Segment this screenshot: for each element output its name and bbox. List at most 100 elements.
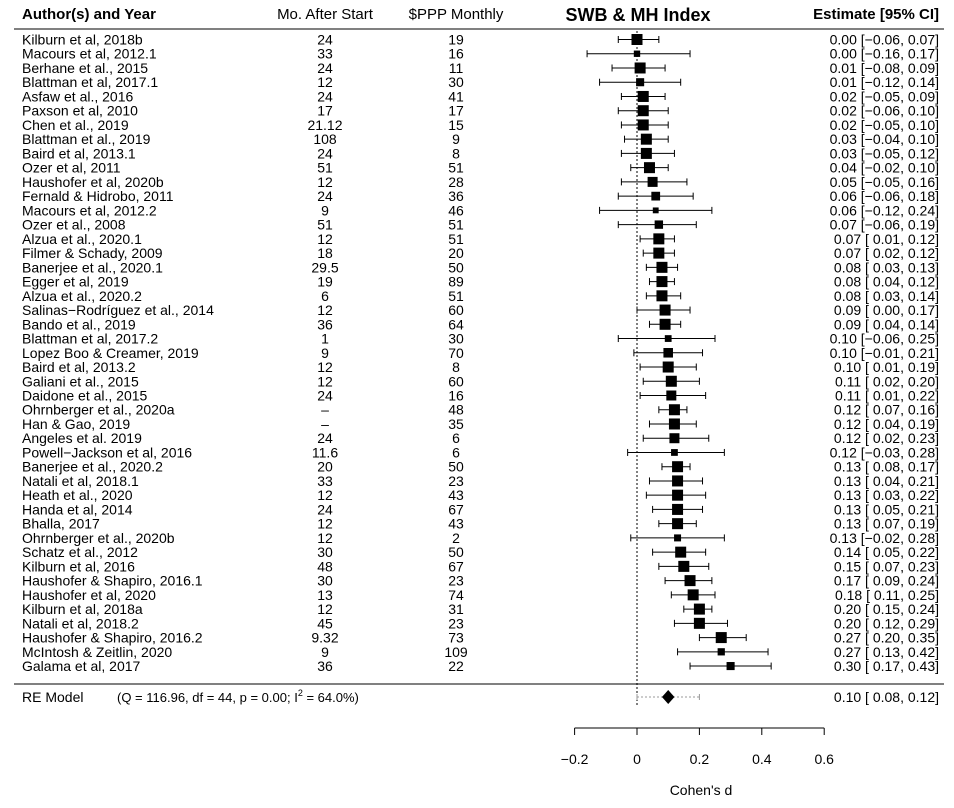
study-estimate: 0.20 [ 0.12, 0.29]	[834, 615, 939, 631]
study-ppp: 31	[448, 601, 464, 617]
study-months: 36	[317, 658, 333, 674]
study-name: Daidone et al., 2015	[22, 388, 148, 404]
study-name: Powell−Jackson et al, 2016	[22, 444, 192, 460]
effect-marker	[717, 648, 725, 656]
study-estimate: 0.11 [ 0.01, 0.22]	[835, 388, 939, 404]
effect-marker	[636, 78, 645, 87]
x-axis-label: Cohen's d	[670, 782, 733, 798]
study-name: Kilburn et al, 2016	[22, 558, 135, 574]
study-estimate: 0.09 [ 0.04, 0.14]	[834, 316, 939, 332]
study-row: Kilburn et al, 2018a 12 31 0.20 [ 0.15, 0.2…	[22, 601, 939, 617]
effect-marker	[653, 247, 665, 259]
effect-marker	[653, 233, 665, 245]
study-name: Galiani et al., 2015	[22, 373, 139, 389]
study-estimate: 0.13 [−0.02, 0.28]	[830, 530, 939, 546]
study-months: 30	[317, 544, 333, 560]
study-months: 1	[321, 331, 329, 347]
study-months: 33	[317, 473, 333, 489]
study-months: 24	[317, 388, 333, 404]
study-row: Banerjee et al., 2020.1 29.5 50 0.08 [ 0.03…	[22, 259, 939, 275]
effect-marker	[672, 475, 684, 487]
study-estimate: 0.13 [ 0.05, 0.21]	[834, 501, 939, 517]
effect-marker	[668, 418, 680, 430]
effect-marker	[654, 220, 664, 229]
study-ppp: 50	[448, 459, 464, 475]
study-row: Alzua et al., 2020.1 12 51 0.07 [ 0.01, 0.1…	[22, 231, 939, 247]
study-name: Chen et al., 2019	[22, 117, 129, 133]
effect-marker	[640, 147, 652, 159]
study-name: Ozer et al, 2011	[22, 160, 121, 176]
study-name: Haushofer & Shapiro, 2016.2	[22, 630, 203, 646]
study-name: Ohrnberger et al., 2020b	[22, 530, 175, 546]
study-months: 9	[321, 345, 329, 361]
study-name: Filmer & Schady, 2009	[22, 245, 163, 261]
effect-marker	[634, 62, 646, 74]
chart-title: SWB & MH Index	[565, 5, 710, 25]
study-ppp: 16	[448, 46, 464, 62]
study-ppp: 51	[448, 231, 464, 247]
study-ppp: 89	[448, 274, 464, 290]
study-estimate: 0.06 [−0.06, 0.18]	[830, 188, 939, 204]
study-estimate: 0.01 [−0.12, 0.14]	[830, 74, 939, 90]
study-ppp: 67	[448, 558, 464, 574]
study-months: 12	[317, 231, 333, 247]
effect-marker	[726, 662, 735, 671]
study-estimate: 0.12 [ 0.02, 0.23]	[834, 430, 939, 446]
study-ppp: 30	[448, 331, 464, 347]
study-estimate: 0.14 [ 0.05, 0.22]	[834, 544, 939, 560]
effect-marker	[647, 176, 658, 187]
study-row: Haushofer & Shapiro, 2016.2 9.32 73 0.27 [ …	[22, 630, 939, 646]
study-name: Haushofer et al, 2020b	[22, 174, 164, 190]
study-estimate: 0.27 [ 0.20, 0.35]	[834, 630, 939, 646]
study-name: Egger et al, 2019	[22, 274, 129, 290]
study-ppp: 109	[444, 644, 468, 660]
study-months: 51	[317, 217, 333, 233]
study-months: 51	[317, 160, 333, 176]
study-months: 24	[317, 88, 333, 104]
study-months: 24	[317, 501, 333, 517]
study-months: 48	[317, 558, 333, 574]
study-estimate: 0.07 [−0.06, 0.19]	[830, 217, 939, 233]
effect-marker	[672, 489, 684, 501]
study-name: Paxson et al, 2010	[22, 103, 138, 119]
effect-marker	[659, 304, 671, 316]
effect-marker	[674, 534, 682, 542]
summary-stats: (Q = 116.96, df = 44, p = 0.00; I2 = 64.…	[117, 688, 359, 705]
study-row: Blattman et al, 2017.1 12 30 0.01 [−0.12, 0…	[22, 74, 939, 90]
x-axis: −0.2 0 0.2 0.4 0.6	[561, 727, 834, 767]
study-estimate: 0.17 [ 0.09, 0.24]	[834, 573, 939, 589]
study-row: Natali et al, 2018.1 33 23 0.13 [ 0.04, 0.2…	[22, 473, 939, 489]
study-months: 12	[317, 359, 333, 375]
study-ppp: 2	[452, 530, 460, 546]
effect-marker	[669, 433, 680, 444]
study-name: Ohrnberger et al., 2020a	[22, 402, 175, 418]
study-months: 24	[317, 430, 333, 446]
study-name: Natali et al, 2018.1	[22, 473, 139, 489]
study-ppp: 43	[448, 487, 464, 503]
study-months: 17	[317, 103, 333, 119]
study-name: Banerjee et al., 2020.2	[22, 459, 163, 475]
study-estimate: 0.30 [ 0.17, 0.43]	[834, 658, 939, 674]
effect-marker	[693, 617, 705, 629]
study-name: Fernald & Hidrobo, 2011	[22, 188, 174, 204]
study-name: Baird et al, 2013.2	[22, 359, 136, 375]
study-months: 12	[317, 302, 333, 318]
study-estimate: 0.01 [−0.08, 0.09]	[830, 60, 939, 76]
study-ppp: 64	[448, 316, 464, 332]
study-months: –	[321, 416, 329, 432]
study-ppp: 23	[448, 473, 464, 489]
study-estimate: 0.02 [−0.05, 0.09]	[830, 88, 939, 104]
study-row: Baird et al, 2013.1 24 8 0.03 [−0.05, 0.12]	[22, 145, 939, 161]
study-months: 6	[321, 288, 329, 304]
study-estimate: 0.15 [ 0.07, 0.23]	[834, 558, 939, 574]
study-ppp: 41	[448, 88, 464, 104]
study-ppp: 51	[448, 160, 464, 176]
study-months: 19	[317, 274, 333, 290]
study-ppp: 36	[448, 188, 464, 204]
study-estimate: 0.18 [ 0.11, 0.25]	[835, 587, 939, 603]
study-estimate: 0.07 [ 0.01, 0.12]	[834, 231, 939, 247]
study-name: Bhalla, 2017	[22, 516, 100, 532]
study-name: Asfaw et al., 2016	[22, 88, 134, 104]
study-name: Macours et al, 2012.1	[22, 46, 157, 62]
effect-marker	[668, 404, 680, 416]
